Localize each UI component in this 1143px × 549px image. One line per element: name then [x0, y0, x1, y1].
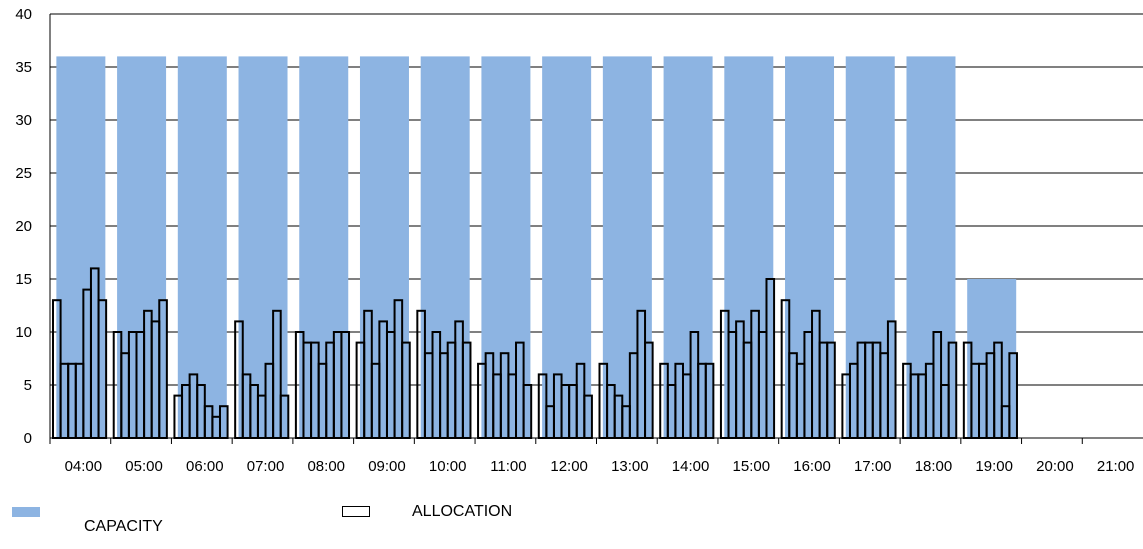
capacity-bar [56, 56, 106, 439]
y-tick-label: 35 [15, 59, 32, 76]
capacity-bar [785, 56, 835, 439]
capacity-bar [845, 56, 895, 439]
capacity-bar [117, 56, 167, 439]
capacity-bar [177, 56, 227, 439]
y-tick-label: 40 [15, 6, 32, 23]
x-tick-label: 19:00 [975, 458, 1013, 475]
x-tick-label: 05:00 [125, 458, 163, 475]
legend-label-allocation: ALLOCATION [412, 503, 513, 520]
x-tick-label: 09:00 [368, 458, 406, 475]
capacity-swatch-icon [12, 507, 40, 517]
capacity-bar [967, 279, 1017, 438]
x-tick-label: 06:00 [186, 458, 224, 475]
y-tick-label: 0 [24, 430, 32, 447]
capacity-bar [542, 56, 592, 439]
x-tick-label: 20:00 [1036, 458, 1074, 475]
x-tick-label: 13:00 [611, 458, 649, 475]
legend-item-capacity: CAPACITY [12, 500, 163, 540]
y-tick-label: 25 [15, 165, 32, 182]
legend-label-capacity: CAPACITY [84, 518, 163, 535]
y-tick-label: 20 [15, 218, 32, 235]
capacity-series [56, 56, 1017, 439]
capacity-bar [420, 56, 470, 439]
x-tick-label: 16:00 [793, 458, 831, 475]
x-tick-label: 11:00 [490, 458, 526, 475]
x-tick-label: 10:00 [429, 458, 467, 475]
x-tick-label: 17:00 [854, 458, 892, 475]
legend-item-allocation: ALLOCATION [342, 500, 512, 540]
gridlines [50, 13, 1143, 386]
x-tick-label: 07:00 [247, 458, 285, 475]
axes [49, 14, 1143, 444]
y-tick-label: 5 [24, 377, 32, 394]
y-tick-label: 15 [15, 271, 32, 288]
capacity-bar [602, 56, 652, 439]
x-tick-label: 15:00 [733, 458, 771, 475]
x-tick-label: 04:00 [65, 458, 103, 475]
allocation-swatch-icon [342, 505, 370, 517]
x-tick-label: 21:00 [1097, 458, 1135, 475]
capacity-bar [299, 56, 349, 439]
y-tick-label: 10 [15, 324, 32, 341]
capacity-bar [481, 56, 531, 439]
capacity-bar [359, 56, 409, 439]
tick-labels: 0 5 10 15 20 25 30 35 40 04:00 05:00 06:00 07:00 08:0… [15, 6, 1134, 475]
x-tick-label: 12:00 [550, 458, 588, 475]
capacity-bar [724, 56, 774, 439]
x-tick-label: 14:00 [672, 458, 710, 475]
x-tick-label: 18:00 [915, 458, 953, 475]
y-tick-label: 30 [15, 112, 32, 129]
x-tick-label: 08:00 [307, 458, 345, 475]
